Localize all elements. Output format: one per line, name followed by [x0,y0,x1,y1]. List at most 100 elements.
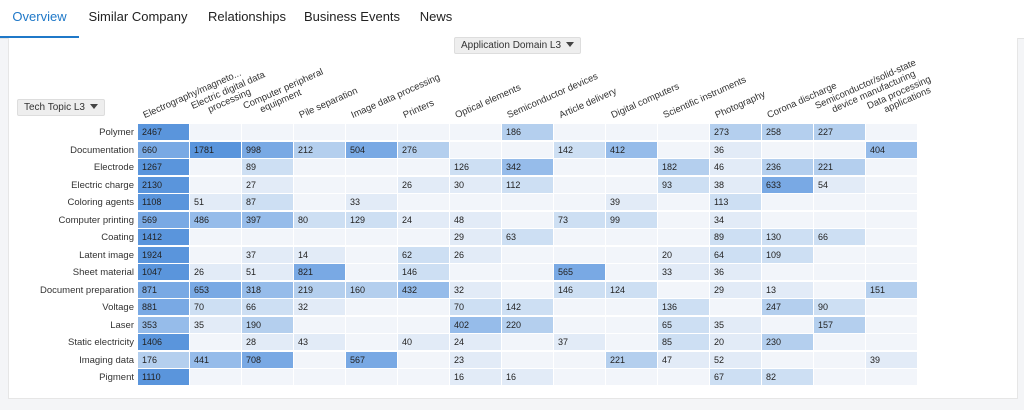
heatmap-cell[interactable]: 230 [762,334,813,350]
heatmap-cell[interactable] [554,159,605,175]
heatmap-cell[interactable]: 130 [762,229,813,245]
heatmap-cell[interactable] [658,142,709,158]
heatmap-cell[interactable] [606,124,657,140]
heatmap-cell[interactable] [814,264,865,280]
heatmap-cell[interactable] [554,177,605,193]
heatmap-cell[interactable]: 93 [658,177,709,193]
heatmap-cell[interactable] [502,194,553,210]
heatmap-cell[interactable] [190,334,241,350]
heatmap-cell[interactable] [762,212,813,228]
heatmap-cell[interactable] [502,282,553,298]
heatmap-cell[interactable]: 708 [242,352,293,368]
heatmap-cell[interactable] [554,124,605,140]
heatmap-cell[interactable]: 51 [242,264,293,280]
heatmap-cell[interactable]: 1110 [138,369,189,385]
heatmap-cell[interactable] [502,334,553,350]
heatmap-cell[interactable] [658,194,709,210]
heatmap-cell[interactable] [658,124,709,140]
heatmap-cell[interactable]: 129 [346,212,397,228]
heatmap-cell[interactable]: 28 [242,334,293,350]
heatmap-cell[interactable]: 142 [554,142,605,158]
heatmap-cell[interactable]: 51 [190,194,241,210]
heatmap-cell[interactable] [502,247,553,263]
heatmap-cell[interactable]: 342 [502,159,553,175]
heatmap-cell[interactable] [502,264,553,280]
heatmap-cell[interactable] [814,334,865,350]
heatmap-cell[interactable] [554,194,605,210]
heatmap-cell[interactable]: 64 [710,247,761,263]
heatmap-cell[interactable]: 219 [294,282,345,298]
heatmap-cell[interactable] [658,212,709,228]
heatmap-cell[interactable]: 220 [502,317,553,333]
heatmap-cell[interactable] [346,159,397,175]
application-domain-dropdown[interactable]: Application Domain L3 [454,37,581,54]
heatmap-cell[interactable] [502,212,553,228]
heatmap-cell[interactable] [190,124,241,140]
heatmap-cell[interactable] [814,194,865,210]
heatmap-cell[interactable] [190,369,241,385]
heatmap-cell[interactable] [866,159,917,175]
heatmap-cell[interactable]: 20 [710,334,761,350]
heatmap-cell[interactable]: 33 [658,264,709,280]
heatmap-cell[interactable]: 66 [242,299,293,315]
heatmap-cell[interactable] [606,369,657,385]
heatmap-cell[interactable] [866,212,917,228]
heatmap-cell[interactable]: 67 [710,369,761,385]
heatmap-cell[interactable]: 40 [398,334,449,350]
heatmap-cell[interactable]: 82 [762,369,813,385]
heatmap-cell[interactable]: 29 [710,282,761,298]
heatmap-cell[interactable]: 62 [398,247,449,263]
heatmap-cell[interactable] [294,229,345,245]
heatmap-cell[interactable]: 221 [606,352,657,368]
heatmap-cell[interactable]: 32 [294,299,345,315]
heatmap-cell[interactable] [606,229,657,245]
heatmap-cell[interactable] [190,177,241,193]
heatmap-cell[interactable] [242,124,293,140]
heatmap-cell[interactable]: 441 [190,352,241,368]
heatmap-cell[interactable]: 504 [346,142,397,158]
heatmap-cell[interactable]: 412 [606,142,657,158]
heatmap-cell[interactable]: 37 [242,247,293,263]
heatmap-cell[interactable] [866,264,917,280]
heatmap-cell[interactable]: 258 [762,124,813,140]
heatmap-cell[interactable]: 1781 [190,142,241,158]
heatmap-cell[interactable] [606,247,657,263]
heatmap-cell[interactable] [658,229,709,245]
heatmap-cell[interactable] [346,229,397,245]
heatmap-cell[interactable]: 65 [658,317,709,333]
heatmap-cell[interactable] [294,317,345,333]
heatmap-cell[interactable]: 32 [450,282,501,298]
heatmap-cell[interactable]: 70 [190,299,241,315]
heatmap-cell[interactable]: 113 [710,194,761,210]
heatmap-cell[interactable]: 73 [554,212,605,228]
heatmap-cell[interactable] [866,194,917,210]
heatmap-cell[interactable] [398,159,449,175]
heatmap-cell[interactable] [554,352,605,368]
heatmap-cell[interactable] [866,317,917,333]
heatmap-cell[interactable] [606,264,657,280]
heatmap-cell[interactable] [190,229,241,245]
heatmap-cell[interactable] [294,159,345,175]
heatmap-cell[interactable]: 112 [502,177,553,193]
heatmap-cell[interactable]: 99 [606,212,657,228]
heatmap-cell[interactable]: 70 [450,299,501,315]
heatmap-cell[interactable]: 80 [294,212,345,228]
heatmap-cell[interactable] [814,352,865,368]
heatmap-cell[interactable] [554,369,605,385]
heatmap-cell[interactable]: 37 [554,334,605,350]
heatmap-cell[interactable]: 142 [502,299,553,315]
heatmap-cell[interactable] [346,334,397,350]
heatmap-cell[interactable] [398,299,449,315]
heatmap-cell[interactable]: 273 [710,124,761,140]
heatmap-cell[interactable]: 109 [762,247,813,263]
heatmap-cell[interactable] [346,317,397,333]
heatmap-cell[interactable]: 1047 [138,264,189,280]
heatmap-cell[interactable] [606,177,657,193]
heatmap-cell[interactable]: 13 [762,282,813,298]
heatmap-cell[interactable] [814,212,865,228]
heatmap-cell[interactable]: 24 [450,334,501,350]
heatmap-cell[interactable]: 34 [710,212,761,228]
heatmap-cell[interactable] [866,369,917,385]
heatmap-cell[interactable] [554,317,605,333]
heatmap-cell[interactable]: 247 [762,299,813,315]
